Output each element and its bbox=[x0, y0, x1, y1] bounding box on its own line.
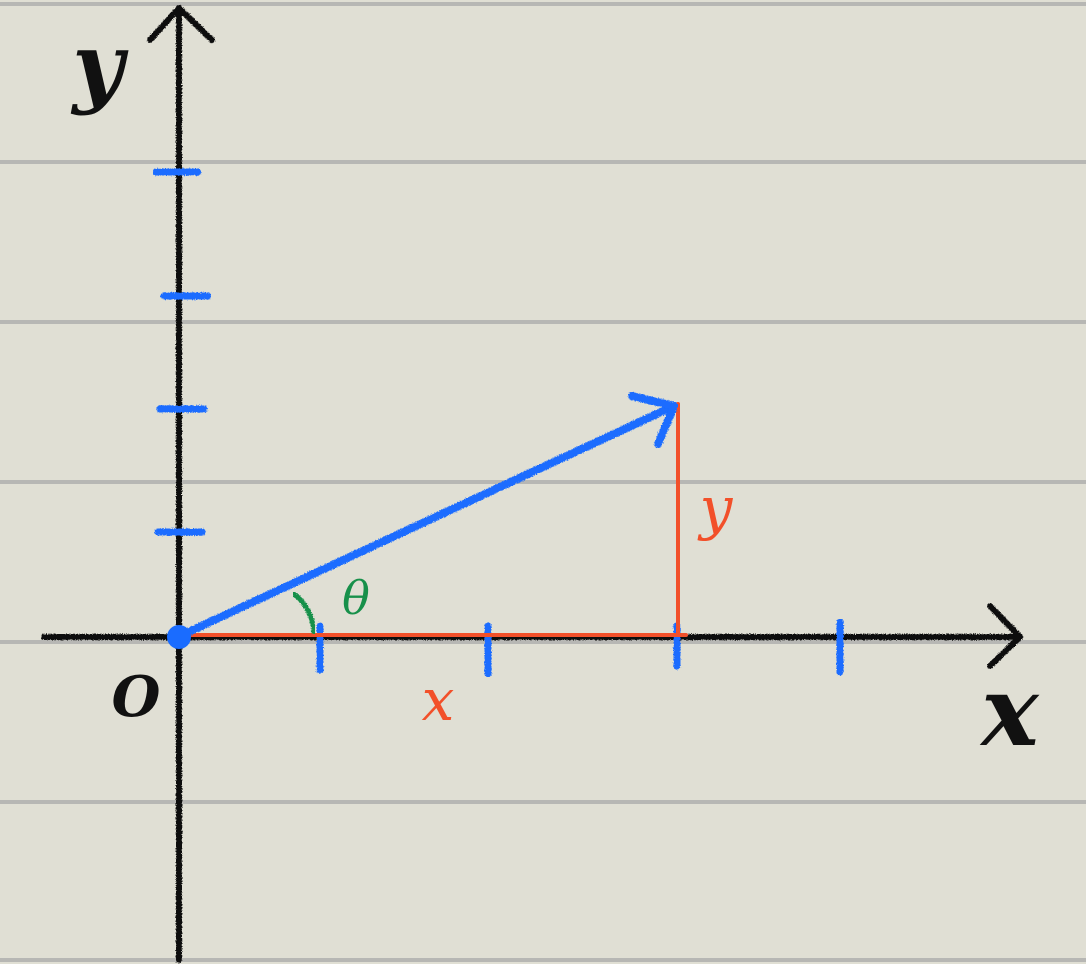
x-component-label: x bbox=[422, 666, 455, 734]
ruled-line bbox=[0, 480, 1086, 484]
x-ticks bbox=[316, 618, 844, 678]
x-axis-label: x bbox=[979, 655, 1040, 768]
vector-shaft bbox=[176, 402, 678, 640]
components bbox=[180, 402, 688, 637]
y-component-label: y bbox=[697, 474, 734, 542]
vector-arrowhead bbox=[628, 392, 678, 448]
y-axis-arrowhead bbox=[147, 5, 215, 43]
origin-point bbox=[167, 625, 191, 649]
y-axis-label: y bbox=[70, 13, 129, 117]
y-ticks bbox=[152, 168, 212, 536]
y-axis bbox=[147, 5, 215, 963]
ruled-line bbox=[0, 640, 1086, 644]
vector bbox=[176, 392, 678, 640]
ruled-line bbox=[0, 2, 1086, 6]
ruled-line bbox=[0, 800, 1086, 804]
ruled-line bbox=[0, 958, 1086, 962]
x-axis-arrowhead bbox=[987, 603, 1023, 669]
angle-arc bbox=[291, 591, 317, 635]
origin-label: O bbox=[112, 664, 161, 730]
angle-label: θ bbox=[342, 571, 370, 625]
ruled-line bbox=[0, 160, 1086, 164]
ruled-line bbox=[0, 320, 1086, 324]
